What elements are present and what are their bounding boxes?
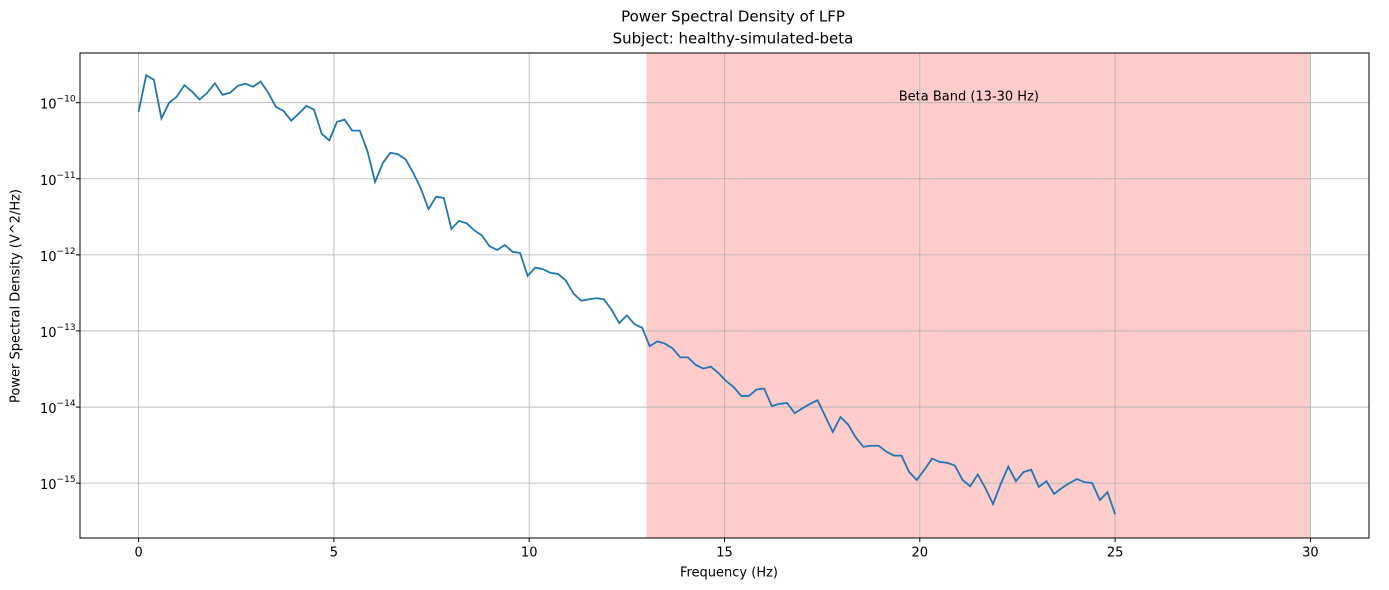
chart-subtitle: Subject: healthy-simulated-beta (613, 30, 854, 48)
y-tick-label: 10−11 (40, 170, 76, 188)
x-tick-label: 25 (1107, 546, 1124, 561)
y-tick-label: 10−13 (40, 322, 76, 340)
x-axis-label: Frequency (Hz) (680, 566, 778, 581)
tick-base: 10 (40, 97, 57, 112)
chart-title: Power Spectral Density of LFP (621, 8, 845, 26)
y-tick-label: 10−14 (40, 399, 76, 417)
tick-base: 10 (40, 478, 57, 493)
tick-exponent: −11 (57, 170, 76, 180)
tick-exponent: −10 (57, 94, 76, 104)
y-tick-label: 10−15 (40, 475, 76, 493)
tick-base: 10 (40, 249, 57, 264)
x-tick-label: 10 (521, 546, 538, 561)
tick-base: 10 (40, 173, 57, 188)
x-tick-label: 30 (1302, 546, 1319, 561)
plot-frame (79, 52, 1370, 539)
x-tick-label: 15 (716, 546, 733, 561)
tick-exponent: −12 (57, 246, 76, 256)
y-axis-label: Power Spectral Density (V^2/Hz) (9, 189, 24, 403)
band-label: Beta Band (13-30 Hz) (899, 90, 1039, 105)
tick-exponent: −15 (57, 475, 76, 485)
x-tick-label: 20 (912, 546, 929, 561)
data-line (137, 73, 1116, 515)
tick-exponent: −13 (57, 322, 76, 332)
x-tick-label: 0 (134, 546, 142, 561)
y-tick-label: 10−10 (40, 94, 76, 112)
tick-base: 10 (40, 325, 57, 340)
x-tick-label: 5 (330, 546, 338, 561)
tick-base: 10 (40, 402, 57, 417)
band-span (646, 53, 1311, 538)
tick-exponent: −14 (57, 399, 76, 409)
y-tick-label: 10−12 (40, 246, 76, 264)
